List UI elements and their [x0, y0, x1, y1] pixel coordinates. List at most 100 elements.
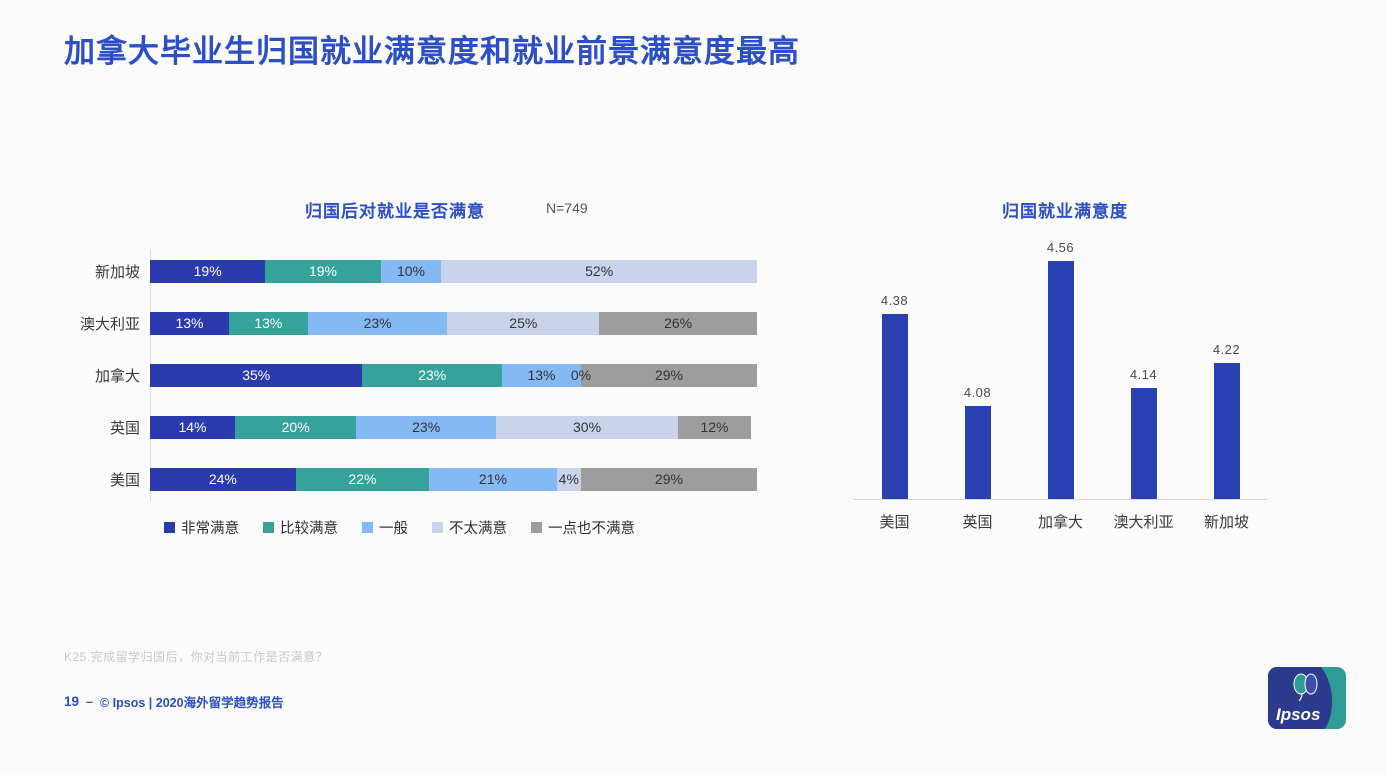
- category-label: 加拿大: [1037, 514, 1083, 531]
- sample-size-label: N=749: [546, 200, 588, 216]
- legend-item: 一般: [362, 517, 408, 538]
- segment-value-label: 23%: [412, 419, 441, 435]
- segment-value-label: 20%: [281, 419, 310, 435]
- bar-segment: 13%: [228, 311, 308, 335]
- bar-segment: 14%: [150, 415, 235, 439]
- segment-value-label: 52%: [585, 263, 614, 279]
- category-label: 新加坡: [1203, 514, 1249, 531]
- legend-label: 一般: [379, 521, 408, 537]
- bar-segment: 52%: [441, 259, 757, 283]
- bar: [964, 406, 991, 499]
- ipsos-logo: Ipsos: [1268, 667, 1346, 729]
- bar-value-label: 4.08: [963, 385, 992, 400]
- legend-label: 比较满意: [280, 521, 338, 537]
- segment-value-label: 19%: [193, 263, 222, 279]
- bar-value-label: 4.56: [1046, 240, 1075, 255]
- bar-segment: 29%: [580, 467, 757, 491]
- legend-item: 一点也不满意: [531, 517, 635, 538]
- left-chart-title: 归国后对就业是否满意: [305, 202, 485, 221]
- bar-segment: 19%: [150, 259, 266, 283]
- page-title: 加拿大毕业生归国就业满意度和就业前景满意度最高: [64, 34, 800, 69]
- bar-segment: 21%: [429, 467, 557, 491]
- footer-separator: –: [86, 694, 93, 709]
- stacked-bar-row: 新加坡 19% 19% 10% 52%: [64, 245, 759, 297]
- bar-segment: 26%: [599, 311, 757, 335]
- stacked-bar: 19% 19% 10% 52%: [150, 259, 757, 283]
- legend-item: 非常满意: [164, 517, 239, 538]
- row-label: 美国: [109, 471, 140, 489]
- legend-label: 非常满意: [181, 521, 239, 537]
- bar-column: 4.22: [1185, 240, 1268, 499]
- segment-value-label: 29%: [654, 367, 683, 383]
- category-label: 澳大利亚: [1113, 514, 1174, 531]
- legend-swatch: [164, 522, 175, 533]
- legend-item: 不太满意: [432, 517, 507, 538]
- legend-swatch: [432, 522, 443, 533]
- ipsos-logo-text: Ipsos: [1276, 705, 1320, 724]
- segment-value-label: 12%: [700, 419, 729, 435]
- segment-value-label: 13%: [254, 315, 283, 331]
- stacked-bar-row: 英国 14% 20% 23% 30% 12%: [64, 401, 759, 453]
- bar-segment: 30%: [495, 415, 679, 439]
- bar-segment: 10%: [380, 259, 442, 283]
- bar-segment: 25%: [447, 311, 600, 335]
- bar-segment: 20%: [234, 415, 357, 439]
- segment-value-label: 21%: [478, 471, 507, 487]
- bar: [1130, 388, 1157, 499]
- segment-value-label: 23%: [363, 315, 392, 331]
- bar-segment: 24%: [150, 467, 296, 491]
- legend-swatch: [362, 522, 373, 533]
- bar-column: 4.08: [936, 240, 1019, 499]
- segment-value-label: 29%: [654, 471, 683, 487]
- segment-value-label: 35%: [242, 367, 271, 383]
- segment-value-label: 14%: [178, 419, 207, 435]
- bar-segment: 22%: [295, 467, 430, 491]
- legend-label: 一点也不满意: [548, 521, 635, 537]
- vbar-categories: 美国 英国 加拿大 澳大利亚 新加坡: [853, 511, 1268, 532]
- bar-segment: 35%: [150, 363, 363, 387]
- bar: [1047, 261, 1074, 499]
- stacked-bar-row: 澳大利亚 13% 13% 23% 25% 26%: [64, 297, 759, 349]
- bar-value-label: 4.38: [880, 293, 909, 308]
- segment-value-label: 13%: [527, 367, 556, 383]
- legend: 非常满意 比较满意 一般 不太满意 一点也不满意: [164, 517, 635, 538]
- row-label: 新加坡: [94, 263, 140, 281]
- bar-value-label: 4.22: [1212, 342, 1241, 357]
- bar-segment: 13%: [502, 363, 581, 387]
- bar-segment: 19%: [265, 259, 381, 283]
- stacked-bar: 13% 13% 23% 25% 26%: [150, 311, 757, 335]
- bar: [881, 314, 908, 499]
- segment-value-label: 24%: [208, 471, 237, 487]
- bar-segment: 23%: [307, 311, 448, 335]
- right-chart-title: 归国就业满意度: [1002, 202, 1128, 221]
- footer-copyright: © Ipsos | 2020海外留学趋势报告: [99, 696, 284, 710]
- bar-segment: 23%: [356, 415, 496, 439]
- segment-value-label: 23%: [418, 367, 447, 383]
- segment-value-label: 30%: [573, 419, 602, 435]
- segment-value-label: 10%: [396, 263, 426, 279]
- ipsos-logo-emblem-stem: [1298, 692, 1303, 702]
- bar-column: 4.38: [853, 240, 936, 499]
- footnote: K25.完成留学归国后，你对当前工作是否满意？: [64, 650, 329, 664]
- segment-value-label: 19%: [308, 263, 337, 279]
- bar-segment: 29%: [580, 363, 757, 387]
- stacked-bar: 35% 23% 13% 0% 29%: [150, 363, 757, 387]
- category-label: 美国: [879, 514, 910, 531]
- bar: [1213, 363, 1240, 499]
- row-label: 加拿大: [94, 367, 140, 385]
- stacked-bar-row: 美国 24% 22% 21% 4% 29%: [64, 453, 759, 505]
- row-label: 澳大利亚: [79, 315, 140, 333]
- legend-item: 比较满意: [263, 517, 338, 538]
- legend-label: 不太满意: [449, 521, 507, 537]
- segment-value-label: 4%: [558, 471, 579, 487]
- bar-segment: 13%: [150, 311, 229, 335]
- legend-swatch: [263, 522, 274, 533]
- stacked-bar-row: 加拿大 35% 23% 13% 0% 29%: [64, 349, 759, 401]
- category-label: 英国: [962, 514, 993, 531]
- bar-column: 4.14: [1102, 240, 1185, 499]
- vbar-plot: 4.38 4.08 4.56 4.14 4.22: [853, 240, 1268, 500]
- row-label: 英国: [109, 419, 140, 437]
- legend-swatch: [531, 522, 542, 533]
- footer: 19 – © Ipsos | 2020海外留学趋势报告: [64, 692, 284, 711]
